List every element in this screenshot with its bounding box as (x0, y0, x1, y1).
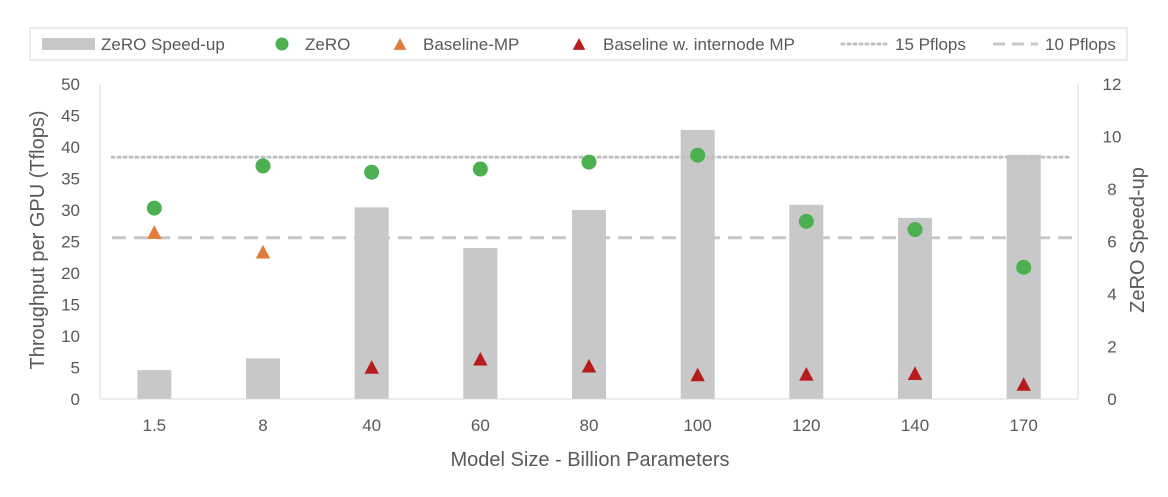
legend-swatch-zero (275, 37, 289, 51)
legend-swatch-baseline-w-internode-mp (572, 38, 586, 50)
y-tick-left-label: 10 (61, 327, 80, 346)
x-tick-label: 60 (471, 416, 490, 435)
y-tick-right-label: 6 (1107, 233, 1116, 252)
legend-label-baseline-mp: Baseline-MP (423, 35, 519, 54)
zero-point-1.5 (146, 200, 162, 216)
speedup-bar-1.5 (137, 370, 172, 399)
baseline-mp-point-1.5 (147, 225, 162, 239)
y-tick-right-label: 2 (1107, 338, 1116, 357)
legend-label-10-pflops: 10 Pflops (1045, 35, 1116, 54)
y-tick-right-label: 12 (1103, 75, 1122, 94)
x-tick-label: 80 (580, 416, 599, 435)
internode-mp-point-140 (907, 366, 923, 381)
y-tick-right-label: 8 (1107, 180, 1116, 199)
internode-mp-point-120 (799, 367, 814, 381)
x-tick-label: 8 (258, 416, 267, 435)
legend-swatch-zero-speed-up (42, 38, 95, 50)
y-tick-right-label: 0 (1107, 390, 1116, 409)
y-tick-left-label: 0 (71, 390, 80, 409)
y-tick-left-label: 15 (61, 296, 80, 315)
zero-point-100 (690, 147, 706, 163)
zero-point-170 (1016, 259, 1032, 275)
internode-mp-point-60 (473, 351, 488, 366)
legend: ZeRO Speed-up ZeRO Baseline-MP Baseline w. … (29, 27, 1128, 61)
axes: 0 5 10 15 20 25 30 35 40 45 50 0 2 4 6 8 10 12 1.5 8 40 60 80 1… (61, 75, 1121, 435)
y-tick-right-label: 10 (1103, 128, 1122, 147)
y-axis-title-right: ZeRO Speed-up (1127, 167, 1149, 313)
y-axis-title-left: Throughput per GPU (Tflops) (27, 111, 49, 370)
x-tick-label: 120 (792, 416, 820, 435)
baseline-mp-point-8 (255, 244, 271, 259)
y-tick-right-label: 4 (1107, 285, 1116, 304)
y-tick-left-label: 30 (61, 201, 80, 220)
zero-point-140 (907, 222, 923, 238)
y-tick-left-label: 45 (61, 107, 80, 126)
legend-label-15-pflops: 15 Pflops (895, 35, 966, 54)
zero-point-8 (255, 158, 271, 174)
x-axis-title: Model Size - Billion Parameters (451, 449, 730, 471)
speedup-bar-8 (246, 358, 280, 399)
speedup-bar-100 (680, 129, 715, 399)
zero-point-120 (798, 213, 814, 229)
x-tick-label: 1.5 (143, 416, 167, 435)
zero-point-80 (581, 154, 597, 170)
zero-point-40 (364, 164, 380, 180)
speedup-bar-170 (1006, 154, 1041, 399)
x-tick-label: 170 (1009, 416, 1037, 435)
legend-label-zero-speed-up: ZeRO Speed-up (101, 35, 225, 54)
y-tick-left-label: 35 (61, 170, 80, 189)
internode-mp-point-170 (1016, 377, 1031, 391)
legend-label-baseline-w-internode-mp: Baseline w. internode MP (603, 35, 795, 54)
y-tick-left-label: 20 (61, 264, 80, 283)
zero-point-60 (472, 161, 488, 177)
y-tick-left-label: 40 (61, 138, 80, 157)
speedup-bar-60 (463, 248, 498, 399)
legend-swatch-baseline-mp (393, 38, 407, 50)
internode-mp-point-80 (581, 358, 597, 373)
internode-mp-point-100 (690, 367, 705, 382)
x-tick-label: 100 (683, 416, 711, 435)
x-tick-label: 140 (901, 416, 929, 435)
speedup-bars (137, 129, 1041, 399)
internode-mp-point-40 (364, 360, 379, 374)
y-tick-left-label: 5 (71, 359, 80, 378)
data-markers (146, 147, 1032, 391)
y-tick-left-label: 50 (61, 75, 80, 94)
x-tick-label: 40 (362, 416, 381, 435)
legend-label-zero: ZeRO (305, 35, 350, 54)
y-tick-left-label: 25 (61, 233, 80, 252)
